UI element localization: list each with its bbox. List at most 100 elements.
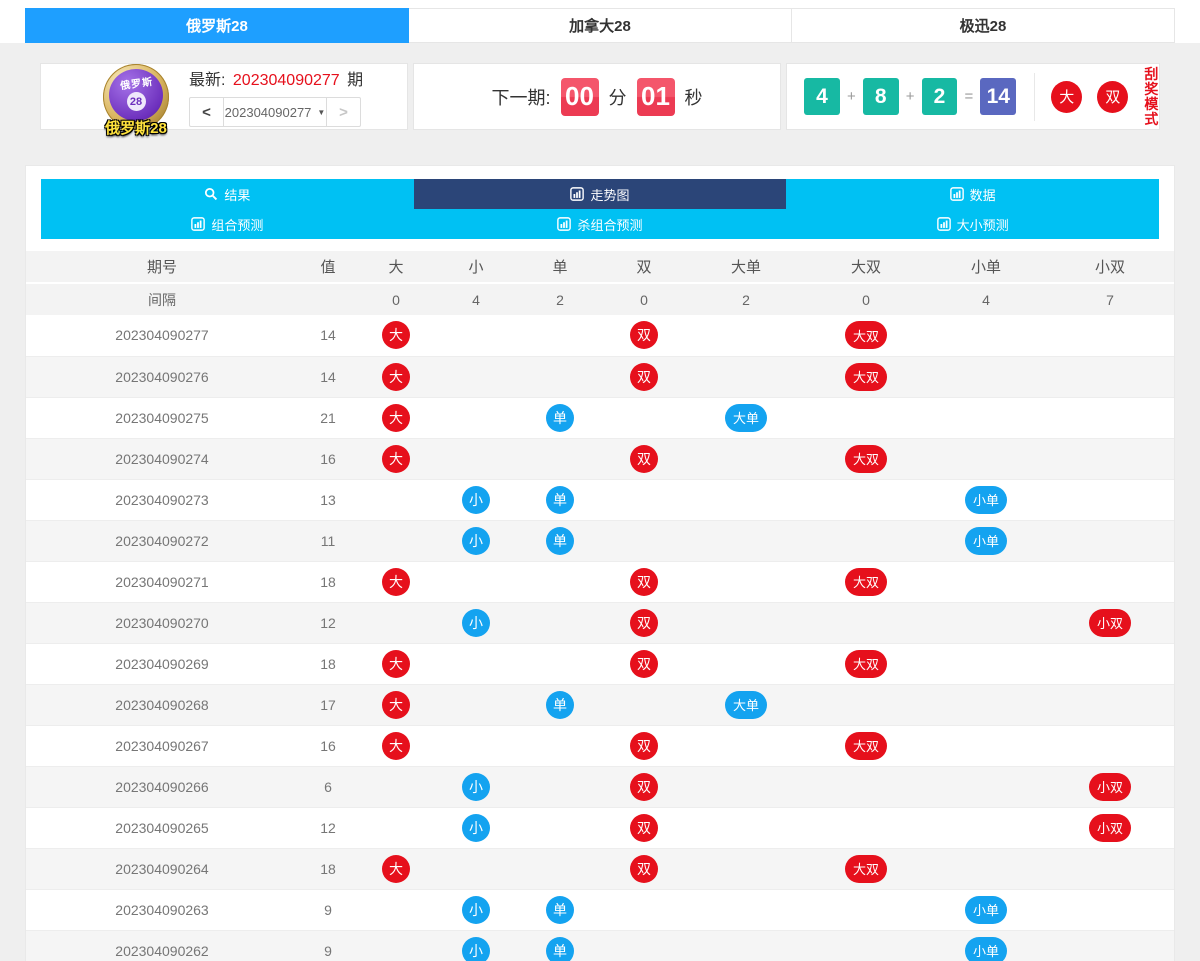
badge-cell: 小 bbox=[434, 889, 518, 930]
badge-cell bbox=[434, 684, 518, 725]
value-cell: 12 bbox=[320, 614, 336, 631]
nav-tab-kill-combo-forecast[interactable]: 杀组合预测 bbox=[414, 209, 787, 239]
badge-cell bbox=[358, 602, 434, 643]
period-cell: 202304090262 bbox=[115, 942, 209, 959]
badge-cell bbox=[806, 807, 926, 848]
result-badge: 小单 bbox=[965, 526, 1007, 555]
value-cell: 18 bbox=[320, 860, 336, 877]
badge-cell bbox=[686, 889, 806, 930]
equals-sign: = bbox=[964, 88, 974, 105]
badge-cell bbox=[926, 643, 1046, 684]
nav-tab-data[interactable]: 数据 bbox=[786, 179, 1159, 209]
badge-cell: 大单 bbox=[686, 684, 806, 725]
badge-cell bbox=[686, 438, 806, 479]
bar-chart-icon bbox=[191, 217, 206, 231]
plus-sign: + bbox=[905, 88, 915, 105]
badge-cell: 双 bbox=[602, 602, 686, 643]
badge-cell bbox=[806, 766, 926, 807]
result-badge: 小 bbox=[462, 485, 490, 514]
badge-cell bbox=[686, 520, 806, 561]
value-cell: 9 bbox=[324, 942, 332, 959]
badge-cell bbox=[358, 930, 434, 961]
nav-tab-label: 结果 bbox=[224, 187, 251, 203]
badge-cell bbox=[686, 766, 806, 807]
nav-tab-results[interactable]: 结果 bbox=[41, 179, 414, 209]
badge-cell bbox=[806, 602, 926, 643]
table-row: 202304090276 14 大双大双 bbox=[26, 356, 1174, 397]
badge-cell: 小单 bbox=[926, 479, 1046, 520]
period-dropdown[interactable]: 202304090277 ▼ bbox=[223, 98, 327, 126]
table-row: 202304090269 18 大双大双 bbox=[26, 643, 1174, 684]
badge-cell bbox=[1046, 479, 1174, 520]
badge-cell bbox=[1046, 397, 1174, 438]
result-badge: 单 bbox=[546, 690, 574, 719]
badge-cell bbox=[926, 397, 1046, 438]
badge-cell bbox=[358, 766, 434, 807]
value-cell: 18 bbox=[320, 573, 336, 590]
period-cell: 202304090270 bbox=[115, 614, 209, 631]
badge-cell bbox=[518, 315, 602, 356]
result-badge: 双 bbox=[630, 444, 658, 473]
result-badge: 大 bbox=[382, 731, 410, 760]
badge-cell bbox=[1046, 438, 1174, 479]
nav-tab-label: 杀组合预测 bbox=[577, 217, 643, 233]
nav-tab-trend-chart[interactable]: 走势图 bbox=[413, 179, 787, 209]
result-badge: 小 bbox=[462, 895, 490, 924]
period-cell: 202304090271 bbox=[115, 573, 209, 590]
badge-cell: 小 bbox=[434, 520, 518, 561]
plus-sign: + bbox=[846, 88, 856, 105]
badge-cell bbox=[926, 356, 1046, 397]
game-logo: 俄罗斯 28 俄罗斯28 bbox=[93, 64, 179, 137]
scratch-mode-link[interactable]: 刮奖模式 bbox=[1144, 65, 1159, 127]
badge-cell bbox=[926, 684, 1046, 725]
nav-tab-combo-forecast[interactable]: 组合预测 bbox=[41, 209, 414, 239]
badge-cell bbox=[518, 766, 602, 807]
badge-cell: 小单 bbox=[926, 520, 1046, 561]
table-row: 202304090272 11 小单小单 bbox=[26, 520, 1174, 561]
badge-cell: 单 bbox=[518, 889, 602, 930]
value-cell: 11 bbox=[320, 532, 336, 549]
result-badge: 小双 bbox=[1089, 813, 1131, 842]
results-card: 结果 走势图 数据 组合预测 bbox=[25, 165, 1175, 961]
game-tab-jixun28[interactable]: 极迅28 bbox=[792, 8, 1175, 43]
result-badge: 大双 bbox=[845, 321, 887, 350]
badge-cell: 大 bbox=[358, 315, 434, 356]
period-cell: 202304090265 bbox=[115, 819, 209, 836]
badge-cell bbox=[1046, 889, 1174, 930]
badge-cell bbox=[518, 807, 602, 848]
badge-cell: 小 bbox=[434, 930, 518, 961]
result-badge: 小双 bbox=[1089, 772, 1131, 801]
table-row: 202304090273 13 小单小单 bbox=[26, 479, 1174, 520]
table-row: 202304090277 14 大双大双 bbox=[26, 315, 1174, 356]
badge-cell bbox=[434, 848, 518, 889]
game-tab-canada28[interactable]: 加拿大28 bbox=[409, 8, 792, 43]
badge-cell bbox=[686, 643, 806, 684]
game-tab-russia28[interactable]: 俄罗斯28 bbox=[25, 8, 409, 43]
header-row: 俄罗斯 28 俄罗斯28 最新: 202304090277 期 < 202304… bbox=[40, 63, 1160, 137]
result-badge: 大单 bbox=[725, 403, 767, 432]
countdown-second-unit: 秒 bbox=[684, 87, 703, 108]
interval-count: 7 bbox=[1046, 282, 1174, 315]
result-badge: 小 bbox=[462, 936, 490, 961]
col-header-small: 小 bbox=[434, 251, 518, 283]
badge-cell bbox=[434, 438, 518, 479]
table-row: 202304090275 21 大单大单 bbox=[26, 397, 1174, 438]
next-period-button[interactable]: > bbox=[339, 103, 348, 121]
badge-cell: 小 bbox=[434, 479, 518, 520]
latest-suffix: 期 bbox=[347, 72, 364, 89]
badge-cell bbox=[358, 807, 434, 848]
result-badge: 单 bbox=[546, 485, 574, 514]
badge-cell bbox=[806, 479, 926, 520]
logo-ball-text: 俄罗斯 bbox=[119, 76, 154, 93]
interval-count: 2 bbox=[686, 282, 806, 315]
result-badge: 大 bbox=[382, 444, 410, 473]
prev-period-button[interactable]: < bbox=[202, 103, 211, 121]
nav-tab-label: 走势图 bbox=[590, 187, 630, 203]
result-badge: 双 bbox=[630, 731, 658, 760]
result-badge: 小双 bbox=[1089, 608, 1131, 637]
badge-cell bbox=[686, 602, 806, 643]
countdown-card: 下一期: 00 分 01 秒 bbox=[413, 63, 781, 130]
badge-cell bbox=[518, 848, 602, 889]
badge-cell bbox=[518, 561, 602, 602]
nav-tab-bigsmall-forecast[interactable]: 大小预测 bbox=[786, 209, 1159, 239]
